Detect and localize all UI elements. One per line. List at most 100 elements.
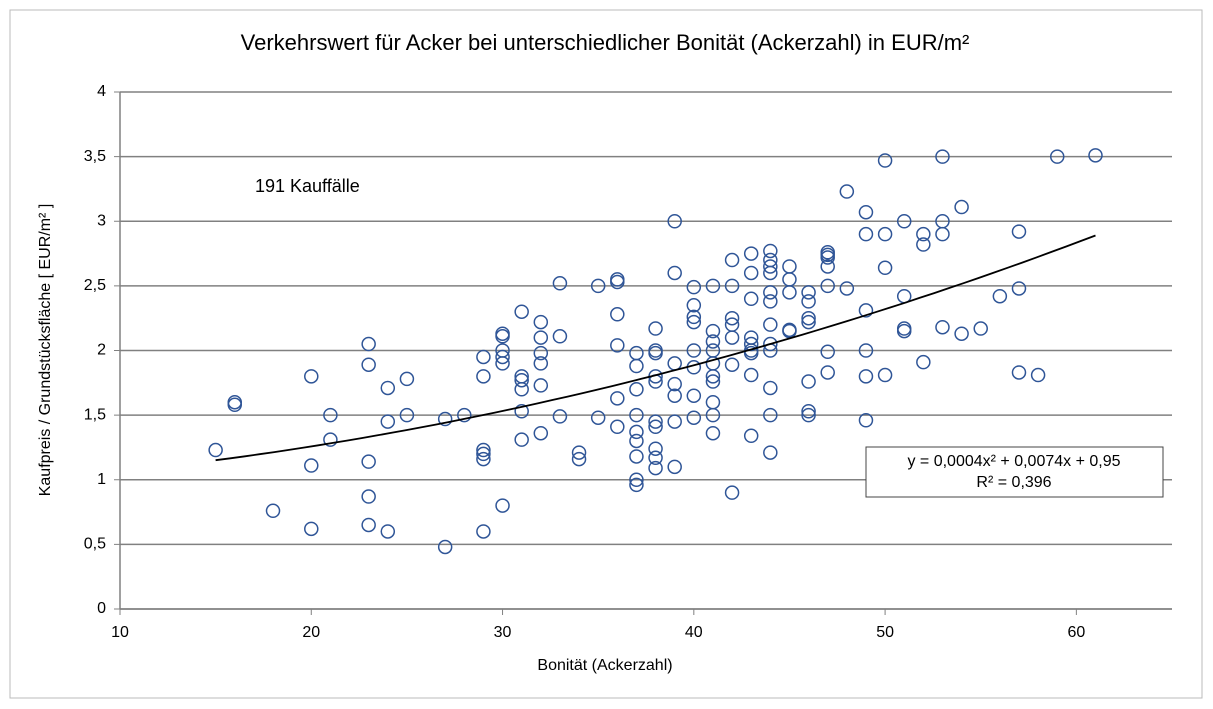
point (801, 403, 816, 419)
point (399, 407, 415, 423)
point (361, 489, 376, 504)
point (743, 265, 759, 281)
point (610, 338, 625, 353)
point (820, 278, 835, 294)
point (686, 309, 702, 325)
point (590, 410, 606, 425)
point (686, 343, 702, 358)
point (877, 367, 893, 383)
y-tick-label: 2,5 (84, 277, 106, 294)
point (629, 424, 644, 440)
point (839, 184, 855, 199)
point (820, 250, 835, 265)
point (858, 369, 874, 384)
point (686, 279, 702, 295)
x-tick-label: 10 (111, 624, 129, 641)
point (686, 388, 702, 403)
point (667, 414, 682, 429)
point (323, 432, 338, 447)
point (686, 410, 702, 425)
point (437, 411, 453, 427)
point (629, 433, 644, 449)
point (763, 407, 778, 423)
point (552, 276, 568, 291)
point (514, 432, 529, 447)
point (304, 369, 319, 384)
point (763, 380, 778, 396)
point (667, 214, 682, 229)
point (782, 285, 797, 300)
point (1011, 224, 1027, 239)
point (571, 445, 587, 460)
point (533, 378, 549, 393)
point (763, 294, 778, 309)
point (839, 281, 855, 296)
point (801, 314, 816, 330)
point (705, 407, 721, 423)
point (648, 450, 663, 466)
point (705, 369, 721, 384)
x-tick-label: 50 (876, 624, 894, 641)
point (724, 310, 740, 326)
point (877, 153, 893, 168)
point (686, 314, 702, 330)
point (801, 294, 816, 309)
point (533, 425, 549, 441)
point (705, 323, 721, 339)
point (763, 285, 778, 300)
y-axis-label: Kaufpreis / Grundstücksfläche [ EUR/m² ] (37, 204, 54, 497)
point (533, 314, 549, 330)
point (380, 380, 396, 396)
point (1011, 281, 1027, 296)
point (954, 199, 969, 215)
point (896, 214, 912, 229)
point (667, 388, 682, 403)
y-tick-label: 3,5 (84, 148, 106, 165)
equation-box (865, 446, 1164, 498)
point (743, 336, 759, 352)
point (705, 425, 721, 441)
point (763, 259, 778, 274)
point (820, 344, 835, 360)
point (1049, 149, 1065, 164)
point (916, 354, 931, 370)
y-tick-label: 3 (97, 212, 106, 229)
point (380, 524, 396, 539)
point (724, 485, 740, 500)
point (992, 288, 1008, 304)
point (801, 407, 816, 423)
point (476, 369, 491, 384)
point (514, 304, 529, 319)
point (648, 441, 663, 456)
point (858, 204, 874, 220)
point (476, 442, 491, 458)
point (705, 278, 721, 294)
point (476, 524, 491, 539)
point (648, 321, 663, 336)
point (801, 374, 816, 389)
point (935, 226, 950, 242)
x-tick-label: 30 (494, 624, 512, 641)
point (514, 382, 529, 397)
point (610, 419, 625, 435)
x-tick-label: 60 (1067, 624, 1085, 641)
point (629, 358, 644, 374)
x-tick-label: 40 (685, 624, 703, 641)
y-tick-label: 1,5 (84, 406, 106, 423)
point (648, 460, 663, 476)
point (705, 374, 721, 389)
point (304, 458, 319, 473)
point (495, 498, 510, 513)
point (495, 349, 510, 365)
point (476, 446, 491, 462)
point (935, 319, 950, 335)
point (1088, 148, 1103, 163)
point (954, 326, 969, 341)
point (323, 407, 338, 423)
point (763, 243, 778, 259)
point (361, 336, 376, 352)
point (743, 246, 759, 261)
point (227, 397, 243, 413)
point (743, 291, 759, 307)
point (705, 334, 721, 349)
